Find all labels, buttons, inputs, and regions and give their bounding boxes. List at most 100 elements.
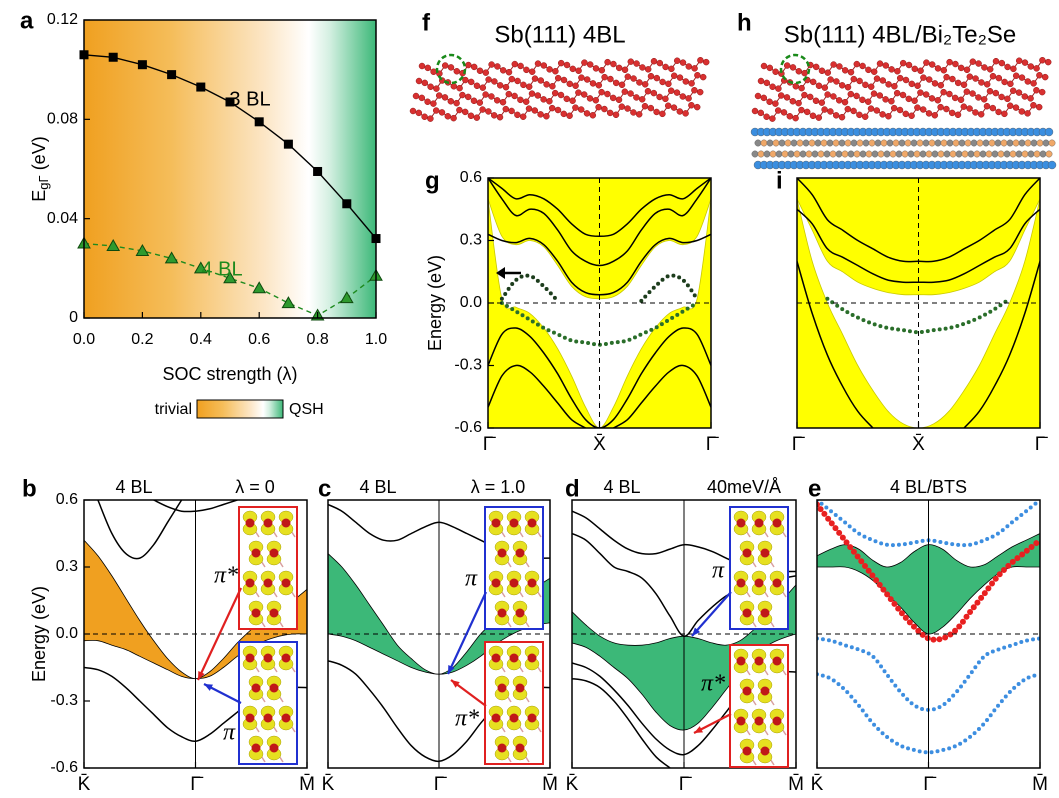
band-dots xyxy=(817,672,1040,755)
atom xyxy=(961,150,969,158)
atom xyxy=(577,106,585,113)
structure-title: Sb(111) 4BL/Bi₂Te₂Se xyxy=(784,21,1017,48)
x-tick-label: M̄ xyxy=(788,774,804,795)
atom xyxy=(491,713,501,723)
band-line xyxy=(488,327,711,428)
atom xyxy=(685,95,692,102)
atom xyxy=(662,95,669,103)
atom xyxy=(424,98,431,106)
marker xyxy=(252,281,267,294)
atom xyxy=(760,608,770,618)
atom xyxy=(1027,95,1034,102)
atom xyxy=(583,110,591,117)
atom xyxy=(615,64,623,72)
x-tick-label: 1.0 xyxy=(365,331,387,348)
colorbar-label: trivial xyxy=(155,401,192,418)
atom xyxy=(647,72,655,80)
atom xyxy=(679,93,687,100)
atom xyxy=(656,59,664,67)
atom xyxy=(485,76,492,83)
atom xyxy=(835,97,843,104)
band-dots xyxy=(499,273,700,303)
atom xyxy=(491,653,501,663)
atom xyxy=(905,95,913,103)
y-tick-label: -0.6 xyxy=(50,759,78,776)
atom xyxy=(975,94,982,101)
atom xyxy=(983,102,991,110)
atom xyxy=(980,96,988,103)
atom xyxy=(1030,80,1037,87)
atom xyxy=(870,90,878,97)
atom xyxy=(914,82,921,90)
y-axis-label-unit: (eV) xyxy=(29,136,49,175)
x-tick-label: M̄ xyxy=(299,774,315,795)
atom xyxy=(966,73,974,80)
atom xyxy=(659,78,666,86)
atom xyxy=(916,139,924,147)
atom xyxy=(450,114,457,122)
atom xyxy=(624,105,631,112)
atom xyxy=(560,110,568,118)
atom xyxy=(702,58,710,66)
atom xyxy=(572,82,579,90)
atom xyxy=(1003,150,1011,158)
atom xyxy=(964,139,972,147)
atom xyxy=(508,75,516,83)
atom xyxy=(972,109,979,116)
atom xyxy=(772,656,782,666)
atom xyxy=(815,114,823,121)
atom xyxy=(1012,139,1020,147)
atom xyxy=(537,77,545,84)
atom xyxy=(856,111,863,119)
atom xyxy=(554,106,562,114)
atom xyxy=(940,139,948,147)
atom xyxy=(960,103,968,110)
atom xyxy=(519,113,527,120)
colorbar-label: QSH xyxy=(289,401,324,418)
atom xyxy=(415,109,423,117)
atom xyxy=(531,75,539,82)
atom xyxy=(1033,65,1040,72)
atom xyxy=(952,60,959,68)
atom xyxy=(1018,108,1026,115)
arrow-head xyxy=(448,665,455,674)
atom xyxy=(853,92,860,100)
atom xyxy=(922,91,930,98)
annotation: π xyxy=(223,720,236,746)
highlight xyxy=(779,53,811,85)
atom xyxy=(520,81,527,89)
atom xyxy=(525,105,533,112)
atom xyxy=(1001,78,1008,86)
atom xyxy=(963,66,971,74)
atom xyxy=(896,74,904,82)
atom xyxy=(546,97,553,105)
atom xyxy=(522,98,530,105)
x-tick-label: K̄ xyxy=(322,774,335,795)
x-tick-label: Γ̄ xyxy=(434,774,447,795)
atom xyxy=(925,76,933,83)
atom xyxy=(502,105,510,113)
band-line xyxy=(97,500,183,560)
atom xyxy=(922,139,930,147)
atom xyxy=(902,110,910,118)
atom xyxy=(808,139,816,147)
atom xyxy=(269,743,279,753)
panel-label: d xyxy=(565,475,580,502)
y-tick-label: 0.04 xyxy=(47,210,78,227)
atom xyxy=(578,74,585,81)
atom xyxy=(931,80,939,87)
atom xyxy=(895,150,903,158)
atom xyxy=(882,96,889,103)
arrow-head xyxy=(496,267,505,279)
atom xyxy=(621,88,629,95)
atom xyxy=(923,59,930,66)
atom xyxy=(650,57,658,65)
atom xyxy=(601,105,608,113)
atom xyxy=(1038,88,1046,96)
atom xyxy=(769,150,777,158)
atom xyxy=(444,113,452,120)
atom xyxy=(281,578,291,588)
atom xyxy=(438,109,446,116)
atom xyxy=(418,62,426,70)
atom xyxy=(830,61,837,68)
